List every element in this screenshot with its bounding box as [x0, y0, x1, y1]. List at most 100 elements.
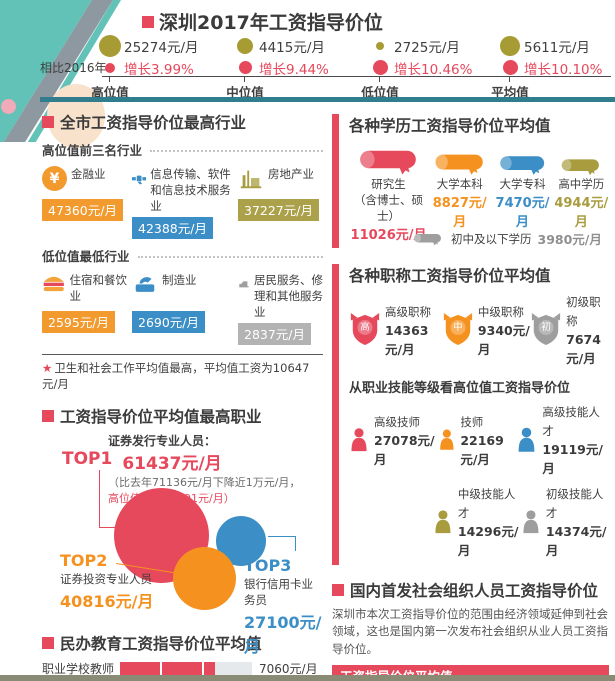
satellite-icon	[132, 175, 147, 185]
industry-name: 住宿和餐饮业	[69, 273, 128, 303]
section-title: 各种学历工资指导价位平均值	[349, 117, 551, 135]
shield-icon	[443, 313, 473, 345]
industry-value-badge: 42388元/月	[132, 217, 213, 239]
connector-top3	[268, 536, 296, 551]
axis-tick	[379, 76, 380, 82]
corner-decoration	[0, 0, 132, 148]
finance-icon: ¥	[42, 166, 67, 191]
skill-item: 技师 22169元/月	[438, 401, 517, 477]
industry-value-badge: 2595元/月	[42, 311, 116, 333]
shield-char: 高	[357, 320, 373, 335]
page-title: 深圳2017年工资指导价位	[142, 8, 383, 35]
top1-value: 61437元/月	[122, 454, 222, 474]
section-ranks: 各种职称工资指导价位平均值 高 高级职称 14363元/月 中	[332, 264, 609, 565]
page-title-text: 深圳2017年工资指导价位	[159, 12, 383, 34]
footnote: ★ 卫生和社会工作平均值最高，平均值工资为10647元/月	[42, 361, 310, 391]
red-side-bar	[332, 264, 339, 565]
factory-icon	[135, 277, 155, 292]
diploma-icon	[435, 154, 483, 175]
section-social-org: 国内首发社会组织人员工资指导价位 深圳市本次工资指导价位的范围由经济领域延伸到社…	[332, 579, 609, 681]
stat-column-median: 4415元/月 增长9.44% 中位值	[226, 33, 363, 100]
skill-subtitle: 从职业技能等级看高位值工资指导价位	[349, 381, 571, 396]
industry-value-badge: 2837元/月	[238, 323, 312, 345]
top1-rank: TOP1	[62, 449, 113, 469]
axis-tick	[109, 76, 110, 82]
section-degrees: 各种学历工资指导价位平均值 研究生 （含博士、硕士） 11026元/月 大学本科…	[332, 114, 609, 248]
degree-junior: 初中及以下学历 3980元/月	[411, 229, 609, 248]
skill-item: 中级技能人才 14296元/月	[433, 483, 521, 559]
bar-chart: 职业学校教师 7060元/月 民办高中教师 8768元/月 民办初中教师 586…	[42, 659, 323, 681]
value-dot-icon	[99, 34, 121, 57]
industry-card: ¥ 金融业 47360元/月	[42, 166, 132, 239]
bar-row: 职业学校教师 7060元/月	[42, 662, 318, 676]
divider	[42, 354, 323, 355]
top2-role: 证券投资专业人员	[60, 572, 152, 586]
section-top-industries: 全市工资指导价位最高行业 高位值前三名行业 ¥ 金融业 47360元/月 信息传…	[42, 111, 323, 392]
bar-fill	[120, 662, 216, 675]
top2-value: 40816元/月	[60, 592, 154, 611]
industry-card: 房地产业 37227元/月	[238, 166, 323, 239]
growth-dot-icon	[502, 60, 518, 75]
header-summary-chart: 深圳2017年工资指导价位 相比2016年 25274元/月 增长3.99% 高…	[0, 0, 615, 104]
shield-icon	[350, 313, 380, 345]
diploma-icon	[414, 234, 441, 246]
rank-row: 高 高级职称 14363元/月 中 中级职称 9340元/月	[349, 291, 609, 367]
industry-card: 居民服务、修理和其他服务业 2837元/月	[238, 272, 323, 345]
stat-growth: 增长10.46%	[394, 61, 473, 78]
diploma-icon	[499, 156, 544, 175]
bubble-chart: 证券发行专业人员： TOP1 61437元/月 （比去年71136元/月下降近1…	[42, 430, 323, 656]
subsection-top3: 高位值前三名行业	[42, 140, 323, 159]
intro-paragraph: 深圳市本次工资指导价位的范围由经济领域延伸到社会领域，这也是国内第一次发布社会组…	[332, 607, 608, 656]
rank-item: 中 中级职称 9340元/月	[442, 291, 530, 367]
industry-name: 房地产业	[268, 167, 314, 181]
skill-item: 高级技师 27078元/月	[349, 401, 438, 477]
section-private-education: 民办教育工资指导价位平均值 职业学校教师 7060元/月 民办高中教师 8768…	[42, 632, 323, 681]
section-title: 全市工资指导价位最高行业	[42, 111, 323, 133]
left-column: 全市工资指导价位最高行业 高位值前三名行业 ¥ 金融业 47360元/月 信息传…	[42, 111, 323, 681]
top1-role: 证券发行专业人员：	[108, 434, 217, 448]
stat-label: 平均值	[491, 85, 529, 100]
skill-item: 高级技能人才 19119元/月	[516, 401, 609, 477]
diploma-icon	[562, 159, 600, 176]
growth-dot-icon	[238, 61, 252, 74]
person-icon	[435, 509, 451, 533]
top3-role: 银行信用卡业务员	[244, 577, 313, 607]
section-bullet-icon	[42, 116, 54, 128]
peach-blob	[47, 84, 105, 148]
person-icon	[519, 427, 535, 452]
top3-value: 27100元/月	[244, 613, 322, 656]
axis-tick	[509, 76, 510, 82]
industry-name: 制造业	[162, 273, 197, 287]
person-icon	[523, 509, 539, 533]
axis-tick	[244, 76, 245, 82]
industry-value-badge: 47360元/月	[42, 199, 123, 221]
section-bullet-icon	[42, 637, 54, 649]
growth-dot-icon	[105, 62, 115, 73]
rank-item: 高 高级职称 14363元/月	[349, 291, 442, 367]
rank-item: 初 初级职称 7674元/月	[530, 291, 609, 367]
stat-value: 25274元/月	[124, 39, 199, 56]
value-dot-icon	[237, 37, 253, 54]
bar-track	[120, 662, 252, 675]
top2-block: TOP2 证券投资专业人员 40816元/月	[60, 551, 154, 612]
degree-row: 研究生 （含博士、硕士） 11026元/月 大学本科 8827元/月 大学专科 …	[349, 140, 609, 243]
building-icon	[240, 170, 262, 189]
section-title: 各种职称工资指导价位平均值	[349, 267, 551, 285]
industry-name: 居民服务、修理和其他服务业	[254, 273, 323, 319]
industry-value-badge: 37227元/月	[238, 199, 319, 221]
stat-column-average: 5611元/月 增长10.10% 平均值	[491, 33, 615, 100]
red-side-bar	[332, 114, 339, 248]
shield-icon	[532, 313, 561, 345]
skill-row: 高级技师 27078元/月 技师 22169元/月 高级技能人才 19119元/月	[349, 401, 609, 477]
compare-label: 相比2016年	[40, 61, 107, 75]
shield-char: 初	[538, 320, 554, 335]
axis-line	[102, 76, 611, 77]
pink-dot	[1, 99, 16, 114]
industry-row-low: 住宿和餐饮业 2595元/月 制造业 2690元/月 居民服务、修理和其他服务业	[42, 272, 323, 345]
section-top-occupations: 工资指导价位平均值最高职业 证券发行专业人员： TOP1 61437元/月 （比…	[42, 405, 323, 656]
value-dot-icon	[376, 41, 384, 50]
industry-card: 制造业 2690元/月	[132, 272, 238, 345]
growth-dot-icon	[372, 60, 388, 75]
top3-block: TOP3 银行信用卡业务员 27100元/月	[244, 556, 323, 657]
